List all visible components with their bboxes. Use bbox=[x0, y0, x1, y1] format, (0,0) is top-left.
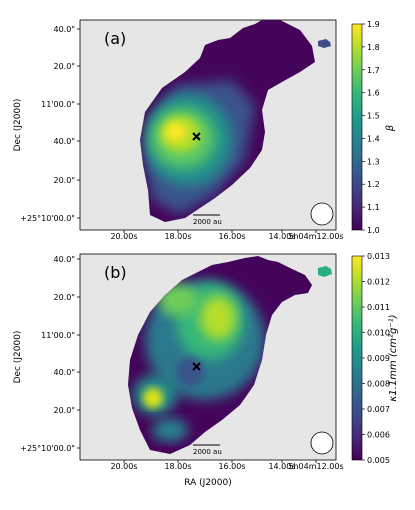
panel-b-colorbar-label: κ1.1mm (cm²g⁻¹) bbox=[388, 314, 399, 401]
y-tick-label: 40.0" bbox=[54, 137, 76, 146]
y-tick-label: 11'00.0" bbox=[41, 100, 75, 109]
y-tick-label: +25°10'00.0" bbox=[20, 214, 75, 223]
x-tick-label: 5h04m12.00s bbox=[288, 232, 343, 241]
panel-a-small-blob bbox=[318, 39, 331, 48]
colorbar-tick-label: 0.012 bbox=[367, 278, 390, 287]
x-tick-label: 5h04m12.00s bbox=[288, 462, 343, 471]
y-tick-label: 20.0" bbox=[54, 293, 76, 302]
panel-b: 2000 au (b) 40.0" 20.0" 11'00.0" 40.0" 20.0"… bbox=[13, 252, 399, 488]
y-tick-label: 40.0" bbox=[54, 255, 76, 264]
panel-a-colorbar bbox=[351, 23, 363, 231]
y-tick-label: 20.0" bbox=[54, 406, 76, 415]
colorbar-tick-label: 0.009 bbox=[367, 354, 390, 363]
panel-a-source-marker bbox=[192, 132, 201, 141]
y-tick-label: 40.0" bbox=[54, 25, 76, 34]
colorbar-tick-label: 0.008 bbox=[367, 380, 390, 389]
colorbar-tick-label: 1.5 bbox=[367, 112, 380, 121]
colorbar-tick-label: 1.8 bbox=[367, 43, 380, 52]
x-tick-label: 14.00s bbox=[268, 232, 295, 241]
panel-b-y-ticks: 40.0" 20.0" 11'00.0" 40.0" 20.0" +25°10'00.0" bbox=[20, 255, 80, 453]
panel-a-colorbar-ticks: 1.0 1.1 1.2 1.3 1.4 1.5 1.6 1.7 1.8 1.9 bbox=[362, 20, 380, 235]
panel-b-beam bbox=[310, 431, 334, 455]
y-tick-label: +25°10'00.0" bbox=[20, 444, 75, 453]
x-tick-label: 18.00s bbox=[164, 232, 191, 241]
panel-b-scale-label: 2000 au bbox=[193, 448, 222, 456]
x-tick-label: 16.00s bbox=[218, 232, 245, 241]
panel-a-colorbar-label: β bbox=[385, 124, 396, 132]
panel-b-label: (b) bbox=[104, 263, 127, 282]
y-tick-label: 40.0" bbox=[54, 368, 76, 377]
colorbar-tick-label: 0.013 bbox=[367, 252, 390, 261]
panel-a-label: (a) bbox=[104, 29, 126, 48]
colorbar-tick-label: 1.9 bbox=[367, 20, 380, 29]
panel-b-source-marker bbox=[192, 362, 201, 371]
x-tick-label: 20.00s bbox=[110, 462, 137, 471]
panel-b-y-label: Dec (J2000) bbox=[13, 331, 23, 384]
panel-a-beam bbox=[310, 202, 334, 226]
panel-a-scale-label: 2000 au bbox=[193, 218, 222, 226]
colorbar-tick-label: 0.011 bbox=[367, 303, 390, 312]
x-tick-label: 14.00s bbox=[268, 462, 295, 471]
panel-a-y-ticks: 40.0" 20.0" 11'00.0" 40.0" 20.0" +25°10'00.0" bbox=[20, 25, 80, 223]
colorbar-tick-label: 1.4 bbox=[367, 134, 380, 143]
colorbar-tick-label: 1.1 bbox=[367, 203, 380, 212]
y-tick-label: 20.0" bbox=[54, 62, 76, 71]
colorbar-tick-label: 0.005 bbox=[367, 456, 390, 465]
panel-b-x-label: RA (J2000) bbox=[184, 478, 232, 488]
x-tick-label: 16.00s bbox=[218, 462, 245, 471]
colorbar-tick-label: 1.6 bbox=[367, 89, 380, 98]
y-tick-label: 20.0" bbox=[54, 176, 76, 185]
panel-a: 2000 au (a) 40.0" 20.0" 11'00.0" 40.0" 20.0"… bbox=[13, 19, 396, 241]
colorbar-tick-label: 1.3 bbox=[367, 157, 380, 166]
panel-a-y-label: Dec (J2000) bbox=[13, 99, 23, 152]
colorbar-tick-label: 1.2 bbox=[367, 180, 380, 189]
colorbar-tick-label: 1.0 bbox=[367, 226, 380, 235]
colorbar-tick-label: 0.010 bbox=[367, 329, 390, 338]
colorbar-tick-label: 1.7 bbox=[367, 66, 380, 75]
panel-b-colorbar bbox=[351, 255, 363, 461]
y-tick-label: 11'00.0" bbox=[41, 331, 75, 340]
colorbar-tick-label: 0.006 bbox=[367, 431, 390, 440]
x-tick-label: 20.00s bbox=[110, 232, 137, 241]
x-tick-label: 18.00s bbox=[164, 462, 191, 471]
panel-b-small-blob bbox=[318, 266, 332, 277]
colorbar-tick-label: 0.007 bbox=[367, 405, 390, 414]
panel-b-colorbar-ticks: 0.005 0.006 0.007 0.008 0.009 0.010 0.011 0.012… bbox=[362, 252, 390, 465]
